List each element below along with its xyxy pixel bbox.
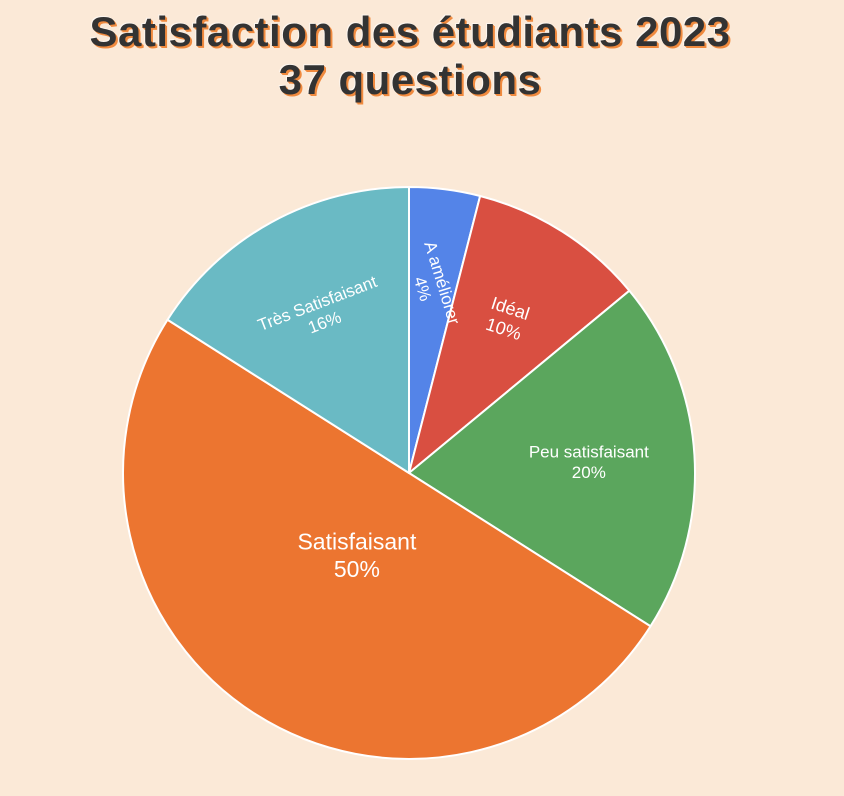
pie-label-peu-satisfaisant: Peu satisfaisant 20% bbox=[529, 442, 649, 481]
chart-title-line-1: Satisfaction des étudiants 2023 bbox=[89, 8, 731, 55]
pie-label-percent: 20% bbox=[572, 463, 606, 482]
pie-slice-ideal[interactable] bbox=[408, 194, 631, 474]
chart-title-line-2: 37 questions bbox=[278, 56, 542, 103]
pie-label-category: Satisfaisant bbox=[297, 528, 417, 554]
pie-slice-peu-satisfaisant[interactable] bbox=[408, 289, 696, 628]
pie-slice-tres-satisfaisant[interactable] bbox=[166, 186, 410, 474]
pie-label-percent: 50% bbox=[334, 556, 380, 582]
chart-title: Satisfaction des étudiants 2023 37 quest… bbox=[0, 8, 820, 104]
pie-slices bbox=[122, 186, 696, 760]
pie-label-category: Peu satisfaisant bbox=[529, 442, 649, 461]
pie-slice-satisfaisant[interactable] bbox=[122, 318, 652, 760]
